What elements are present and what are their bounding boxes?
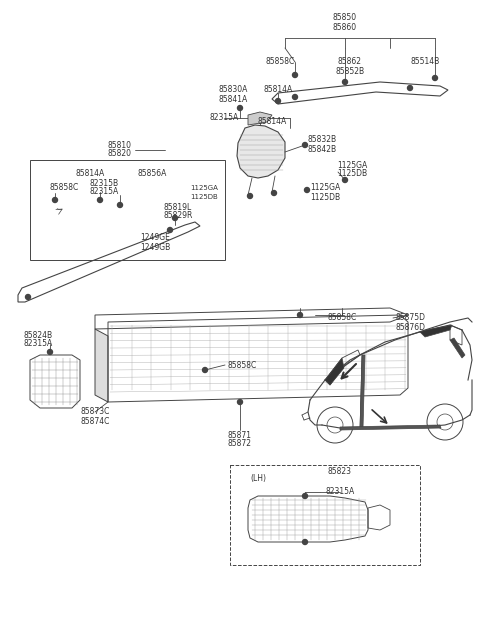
Text: 85856A: 85856A xyxy=(137,169,167,177)
Text: 1249GB: 1249GB xyxy=(140,242,170,251)
Text: 85832B: 85832B xyxy=(308,136,337,144)
Circle shape xyxy=(272,191,276,196)
Circle shape xyxy=(304,188,310,192)
Text: 85514B: 85514B xyxy=(410,58,440,66)
Circle shape xyxy=(302,142,308,148)
Polygon shape xyxy=(340,425,441,430)
Polygon shape xyxy=(248,112,272,125)
Circle shape xyxy=(172,216,178,221)
Circle shape xyxy=(343,177,348,182)
Text: 85876D: 85876D xyxy=(395,322,425,331)
Circle shape xyxy=(343,79,348,84)
Text: 1125DB: 1125DB xyxy=(310,192,340,201)
Text: 85874C: 85874C xyxy=(80,416,110,426)
Circle shape xyxy=(432,76,437,81)
Circle shape xyxy=(118,202,122,208)
Circle shape xyxy=(238,399,242,404)
Circle shape xyxy=(203,368,207,372)
Text: 1249GE: 1249GE xyxy=(140,234,170,242)
Circle shape xyxy=(276,99,280,104)
Text: 85819L: 85819L xyxy=(164,202,192,211)
Polygon shape xyxy=(325,358,344,385)
Circle shape xyxy=(97,198,103,202)
Text: 82315A: 82315A xyxy=(89,188,119,196)
Circle shape xyxy=(168,228,172,232)
Text: 85842B: 85842B xyxy=(308,144,337,154)
Text: 85852B: 85852B xyxy=(336,66,365,76)
Text: 85830A: 85830A xyxy=(218,86,248,94)
Circle shape xyxy=(302,539,308,544)
Text: 85824B: 85824B xyxy=(24,331,53,339)
Text: 85829R: 85829R xyxy=(163,211,192,221)
Circle shape xyxy=(48,349,52,354)
Circle shape xyxy=(302,494,308,499)
Text: 85858C: 85858C xyxy=(327,314,357,322)
Text: 85873C: 85873C xyxy=(80,408,110,416)
Text: 82315A: 82315A xyxy=(24,339,53,349)
Text: 1125GA: 1125GA xyxy=(310,184,340,192)
Polygon shape xyxy=(420,325,452,337)
Text: 85814A: 85814A xyxy=(75,169,105,177)
Circle shape xyxy=(238,106,242,111)
Polygon shape xyxy=(360,355,365,428)
Text: 85858C: 85858C xyxy=(228,361,257,369)
Text: 85858C: 85858C xyxy=(265,58,295,66)
Text: 85872: 85872 xyxy=(228,439,252,449)
Text: 85841A: 85841A xyxy=(218,94,248,104)
Text: 82315A: 82315A xyxy=(209,114,239,122)
Polygon shape xyxy=(450,338,465,358)
Text: 85823: 85823 xyxy=(328,468,352,476)
Text: 85871: 85871 xyxy=(228,431,252,439)
Text: 85850: 85850 xyxy=(333,14,357,22)
Text: 85860: 85860 xyxy=(333,22,357,31)
Polygon shape xyxy=(95,329,108,402)
Circle shape xyxy=(248,194,252,199)
Polygon shape xyxy=(237,125,285,178)
Text: 1125DB: 1125DB xyxy=(337,169,367,179)
Circle shape xyxy=(408,86,412,91)
Text: 85814A: 85814A xyxy=(264,86,293,94)
Bar xyxy=(30,160,225,260)
Text: 82315B: 82315B xyxy=(89,179,119,187)
Text: 85810: 85810 xyxy=(108,141,132,149)
Circle shape xyxy=(298,312,302,318)
Text: 85858C: 85858C xyxy=(49,184,79,192)
Text: (LH): (LH) xyxy=(250,474,266,482)
Circle shape xyxy=(292,94,298,99)
Circle shape xyxy=(25,294,31,299)
Text: 1125DB: 1125DB xyxy=(190,194,218,200)
Text: 1125GA: 1125GA xyxy=(190,185,218,191)
Text: 85820: 85820 xyxy=(108,149,132,159)
Text: 1125GA: 1125GA xyxy=(337,161,367,169)
Text: 82315A: 82315A xyxy=(325,488,355,496)
Circle shape xyxy=(52,198,58,202)
Bar xyxy=(230,465,420,565)
Text: 85814A: 85814A xyxy=(257,118,287,126)
Circle shape xyxy=(292,72,298,78)
Text: 85862: 85862 xyxy=(338,58,362,66)
Text: 85875D: 85875D xyxy=(395,314,425,322)
